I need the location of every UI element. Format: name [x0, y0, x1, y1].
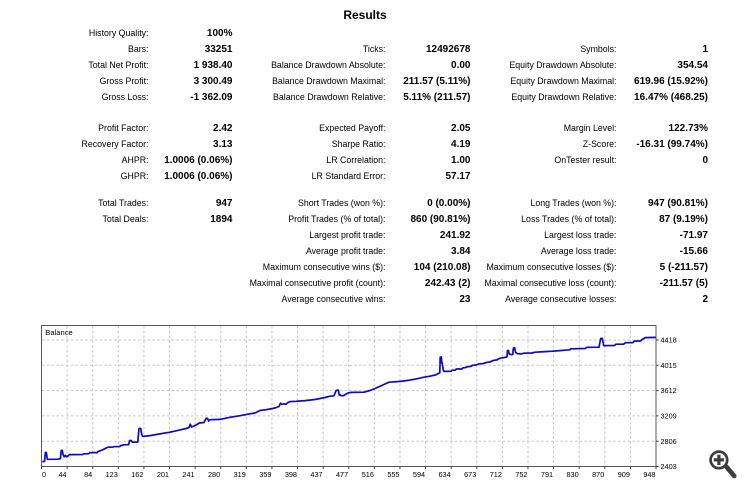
svg-text:594: 594	[413, 470, 425, 479]
svg-text:712: 712	[490, 470, 502, 479]
svg-text:4015: 4015	[661, 361, 677, 370]
svg-text:241: 241	[182, 470, 194, 479]
svg-text:477: 477	[336, 470, 348, 479]
svg-text:634: 634	[439, 470, 451, 479]
svg-text:909: 909	[618, 470, 630, 479]
svg-text:3612: 3612	[661, 386, 677, 395]
svg-text:0: 0	[42, 470, 46, 479]
svg-text:162: 162	[131, 470, 143, 479]
svg-text:280: 280	[208, 470, 220, 479]
svg-text:44: 44	[58, 470, 66, 479]
svg-text:555: 555	[387, 470, 399, 479]
svg-text:201: 201	[157, 470, 169, 479]
svg-text:4418: 4418	[661, 336, 677, 345]
svg-text:791: 791	[541, 470, 553, 479]
svg-text:2806: 2806	[661, 437, 677, 446]
svg-text:359: 359	[259, 470, 271, 479]
svg-text:516: 516	[362, 470, 374, 479]
svg-text:Balance: Balance	[45, 328, 72, 337]
svg-text:870: 870	[592, 470, 604, 479]
svg-text:398: 398	[285, 470, 297, 479]
svg-text:84: 84	[84, 470, 92, 479]
svg-text:2403: 2403	[661, 462, 677, 471]
svg-text:830: 830	[567, 470, 579, 479]
svg-text:319: 319	[234, 470, 246, 479]
svg-text:948: 948	[643, 470, 655, 479]
svg-text:123: 123	[106, 470, 118, 479]
svg-text:3209: 3209	[661, 412, 677, 421]
svg-text:752: 752	[515, 470, 527, 479]
svg-text:673: 673	[464, 470, 476, 479]
svg-text:437: 437	[310, 470, 322, 479]
